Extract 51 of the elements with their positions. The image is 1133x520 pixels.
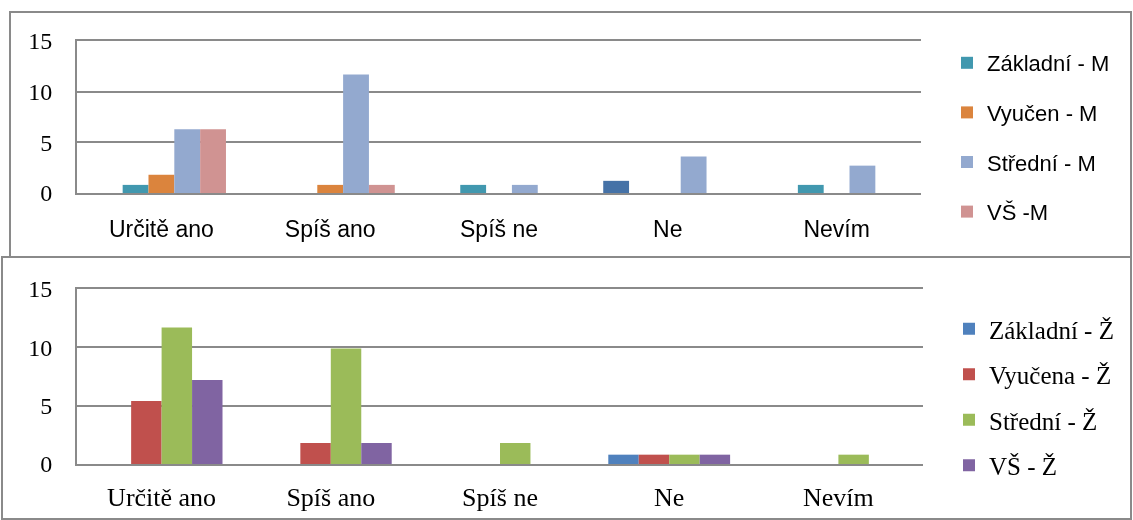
bar	[500, 443, 531, 464]
bar	[361, 443, 392, 464]
x-tick-label: Určitě ano	[107, 483, 217, 513]
bar	[131, 401, 162, 464]
y-tick-label: 10	[28, 79, 53, 106]
x-tick-label: Určitě ano	[108, 215, 214, 242]
bar	[680, 156, 707, 193]
y-tick-label: 5	[40, 129, 53, 156]
legend-label: Vyučen - M	[987, 100, 1098, 126]
bar	[343, 74, 369, 193]
bar	[174, 129, 201, 193]
bar	[797, 184, 824, 193]
x-tick-label: Ne	[653, 215, 683, 242]
bar	[192, 380, 223, 464]
bar	[200, 129, 226, 193]
y-tick-label: 0	[40, 180, 53, 207]
x-tick-label: Nevím	[803, 215, 870, 242]
bar	[122, 184, 149, 193]
bar	[638, 454, 670, 464]
x-tick-label: Spíš ne	[460, 215, 538, 242]
x-tick-label: Spíš ano	[284, 215, 376, 242]
y-tick-label: 10	[28, 334, 53, 361]
y-tick-label: 5	[40, 393, 53, 420]
bar	[317, 184, 344, 193]
bar	[511, 184, 538, 193]
legend-label: VŠ - Ž	[989, 452, 1058, 480]
bar	[148, 174, 175, 193]
legend-label: Základní - M	[987, 51, 1110, 77]
legend-label: Střední - Ž	[989, 407, 1098, 435]
bar	[368, 184, 395, 193]
bar	[603, 180, 630, 193]
legend-label: Základní - Ž	[989, 316, 1114, 344]
bar	[838, 454, 869, 464]
bar	[161, 327, 193, 464]
y-tick-label: 15	[28, 276, 53, 303]
y-tick-label: 0	[40, 451, 53, 478]
legend-label: Střední - M	[987, 150, 1096, 176]
bar	[608, 454, 639, 464]
bar	[460, 184, 487, 193]
legend-label: Vyučena - Ž	[989, 362, 1112, 389]
bar	[669, 454, 700, 464]
x-tick-label: Spíš ne	[462, 483, 538, 513]
bar	[699, 454, 731, 464]
y-tick-label: 15	[28, 28, 53, 55]
bar	[849, 165, 876, 193]
bar	[300, 443, 331, 464]
x-tick-label: Nevím	[803, 483, 874, 513]
x-tick-label: Spíš ano	[286, 483, 376, 513]
x-tick-label: Ne	[654, 483, 685, 513]
legend-label: VŠ -M	[987, 200, 1049, 226]
bar	[330, 348, 362, 464]
